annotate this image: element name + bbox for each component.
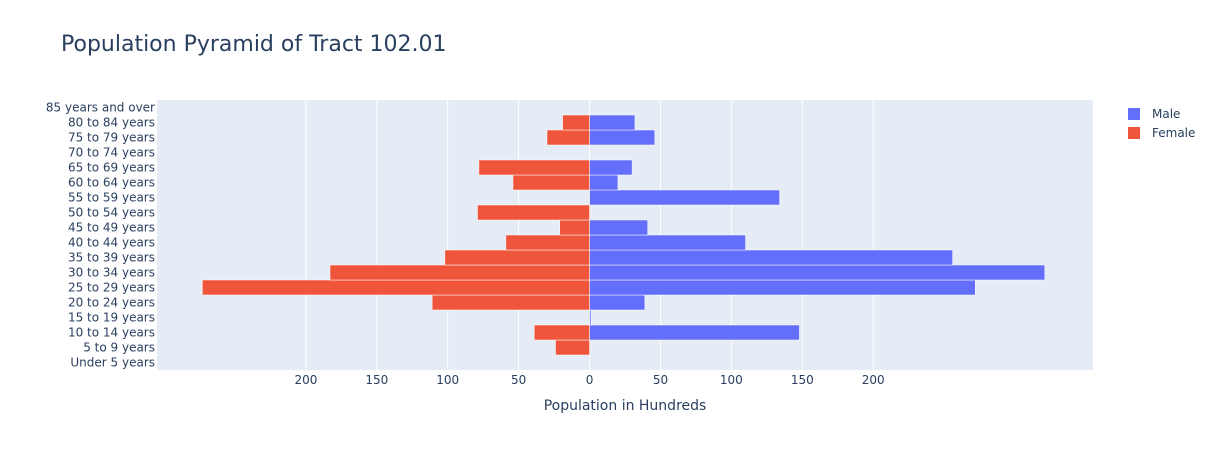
bar-male-12[interactable] [589,174,619,191]
x-tick-label: 50 [511,373,526,387]
bar-female-2[interactable] [533,324,590,341]
x-tick-label: 100 [436,373,459,387]
chart-title: Population Pyramid of Tract 102.01 [61,32,447,57]
bar-male-8[interactable] [589,234,746,251]
x-tick-label: 150 [365,373,388,387]
bar-male-9[interactable] [589,219,648,236]
bar-female-1[interactable] [555,339,590,356]
x-tick-label: 150 [791,373,814,387]
y-tick-label: 60 to 64 years [68,176,155,190]
y-tick-label: 20 to 24 years [68,296,155,310]
y-tick-label: 70 to 74 years [68,146,155,160]
y-tick-label: 65 to 69 years [68,161,155,175]
bar-female-9[interactable] [559,219,590,236]
legend-swatch-male[interactable] [1128,108,1140,120]
legend[interactable]: Male Female [1128,107,1195,140]
bar-male-11[interactable] [589,189,780,206]
bar-female-7[interactable] [444,249,590,266]
bar-female-4[interactable] [431,294,590,311]
bar-female-13[interactable] [478,159,590,176]
legend-swatch-female[interactable] [1128,127,1140,139]
y-tick-label: 85 years and over [46,101,155,115]
bar-female-10[interactable] [477,204,590,221]
y-tick-label: Under 5 years [70,356,155,370]
x-axis-title: Population in Hundreds [544,398,707,414]
y-tick-label: 25 to 29 years [68,281,155,295]
y-tick-label: 35 to 39 years [68,251,155,265]
bar-male-6[interactable] [589,264,1046,281]
x-tick-label: 50 [653,373,668,387]
y-tick-label: 15 to 19 years [68,311,155,325]
x-tick-label: 100 [720,373,743,387]
x-axis-ticks: 200 150 100 50 0 50 100 150 200 [294,373,884,387]
y-tick-label: 30 to 34 years [68,266,155,280]
legend-label-female[interactable]: Female [1152,126,1195,140]
bar-male-2[interactable] [589,324,800,341]
bar-male-16[interactable] [589,114,636,131]
y-tick-label: 80 to 84 years [68,116,155,130]
x-tick-label: 200 [862,373,885,387]
legend-label-male[interactable]: Male [1152,107,1180,121]
y-tick-label: 55 to 59 years [68,191,155,205]
bar-male-7[interactable] [589,249,953,266]
bar-male-13[interactable] [589,159,633,176]
x-tick-label: 200 [294,373,317,387]
bar-male-15[interactable] [589,129,656,146]
bar-female-15[interactable] [546,129,590,146]
bar-female-5[interactable] [202,279,590,296]
y-tick-label: 75 to 79 years [68,131,155,145]
bars [202,114,1046,356]
x-tick-label: 0 [586,373,594,387]
y-tick-label: 40 to 44 years [68,236,155,250]
y-tick-label: 5 to 9 years [83,341,155,355]
bar-female-16[interactable] [562,114,590,131]
y-tick-label: 45 to 49 years [68,221,155,235]
bar-male-4[interactable] [589,294,646,311]
y-tick-label: 10 to 14 years [68,326,155,340]
bar-female-6[interactable] [329,264,590,281]
bar-male-5[interactable] [589,279,976,296]
bar-male-3[interactable] [589,309,592,326]
bar-female-8[interactable] [505,234,590,251]
bar-female-12[interactable] [512,174,590,191]
y-tick-label: 50 to 54 years [68,206,155,220]
